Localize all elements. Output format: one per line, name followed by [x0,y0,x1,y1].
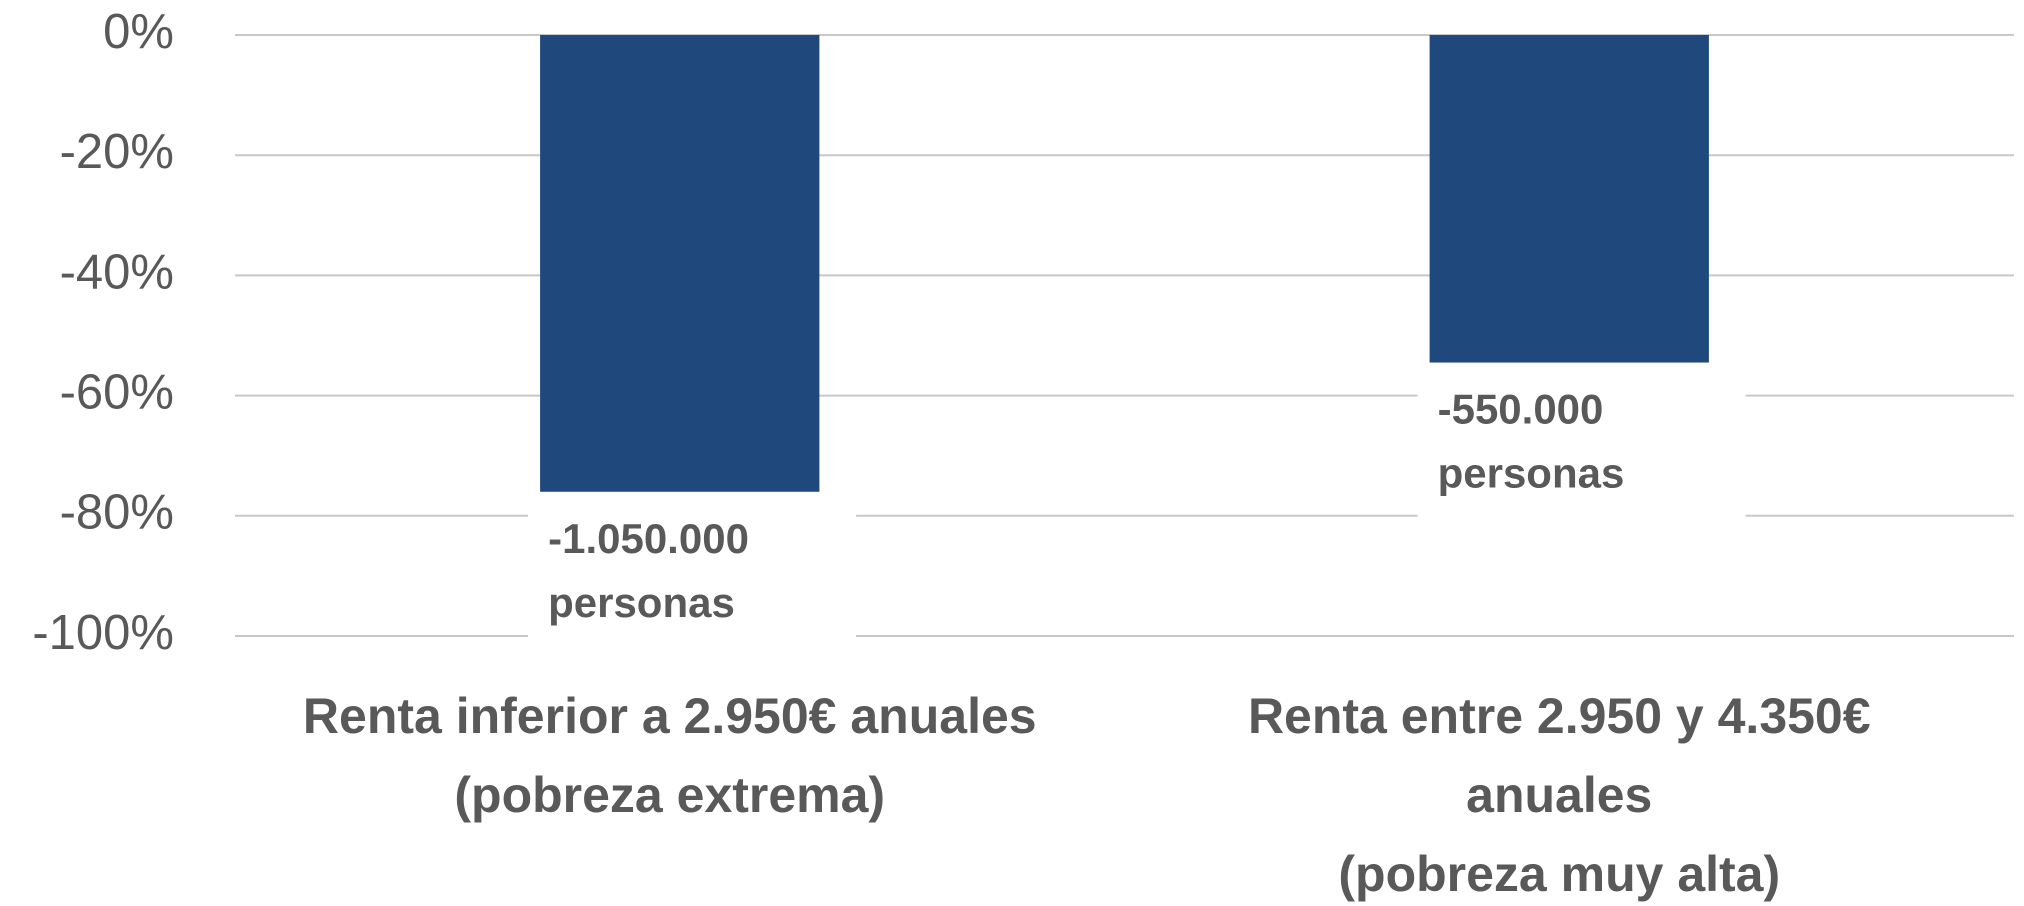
y-tick-label: -100% [32,606,174,660]
x-tick-label-line: anuales [1466,767,1652,823]
y-tick-label: -40% [60,245,174,299]
annotation-bg [1417,370,1746,537]
y-tick-label: -60% [60,366,174,420]
x-tick-label: Renta inferior a 2.950€ anuales (pobreza … [303,688,1037,823]
annotation-line: personas [548,579,735,626]
annotation-line: personas [1438,450,1625,497]
annotation: -550.000 personas [1438,386,1625,497]
annotation-line: -550.000 [1438,386,1604,433]
y-tick-label: -20% [60,125,174,179]
annotation-line: -1.050.000 [548,515,749,562]
bar [540,35,820,492]
y-tick-label: -80% [60,486,174,540]
x-tick-label-line: Renta entre 2.950 y 4.350€ [1248,688,1871,744]
x-tick-label: Renta entre 2.950 y 4.350€ anuales (pobrez… [1248,688,1871,902]
annotation: -1.050.000 personas [548,515,749,626]
bar [1429,35,1709,363]
y-tick-label: 0% [103,5,174,59]
x-tick-label-line: Renta inferior a 2.950€ anuales [303,688,1037,744]
x-tick-label-line: (pobreza muy alta) [1338,846,1780,902]
x-tick-label-line: (pobreza extrema) [454,767,885,823]
annotation-bg [528,499,857,666]
